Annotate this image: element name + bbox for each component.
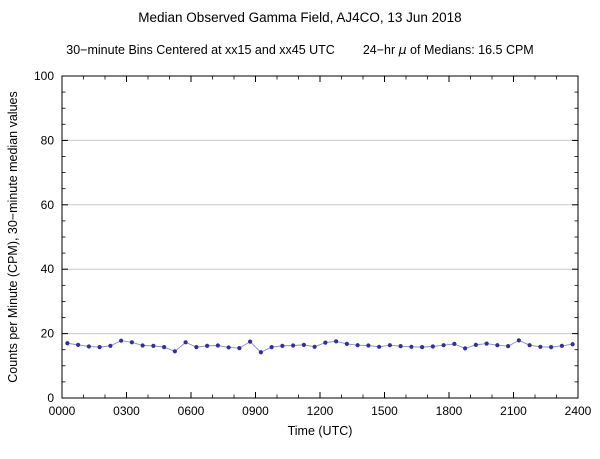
subtitle-right-prefix: 24−hr xyxy=(362,43,399,57)
data-point xyxy=(205,343,210,348)
data-point xyxy=(248,339,253,344)
data-point xyxy=(86,344,91,349)
data-point xyxy=(151,343,156,348)
y-tick-label: 60 xyxy=(41,198,55,212)
data-point xyxy=(76,342,81,347)
data-point xyxy=(538,344,543,349)
data-point xyxy=(355,343,360,348)
data-point xyxy=(495,343,500,348)
data-point xyxy=(516,338,521,343)
data-point xyxy=(430,344,435,349)
x-tick-label: 1500 xyxy=(371,404,398,418)
chart-subtitle: 30−minute Bins Centered at xx15 and xx45… xyxy=(0,42,600,57)
data-point xyxy=(172,349,177,354)
data-point xyxy=(387,343,392,348)
y-tick-label: 20 xyxy=(41,327,55,341)
data-point xyxy=(366,343,371,348)
data-point xyxy=(484,341,489,346)
data-point xyxy=(344,341,349,347)
data-point xyxy=(237,345,242,351)
data-point xyxy=(291,343,296,348)
y-tick-label: 100 xyxy=(34,69,54,83)
mu-symbol: μ xyxy=(398,42,407,57)
x-tick-label: 0300 xyxy=(113,404,140,418)
data-point xyxy=(527,343,532,348)
data-point xyxy=(258,350,263,355)
data-point xyxy=(409,344,414,349)
y-tick-label: 40 xyxy=(41,262,55,276)
data-point xyxy=(269,345,274,350)
x-tick-label: 2400 xyxy=(565,404,592,418)
data-point xyxy=(129,340,134,345)
data-point xyxy=(506,344,511,349)
data-point xyxy=(108,343,113,348)
x-tick-label: 0000 xyxy=(49,404,76,418)
subtitle-left: 30−minute Bins Centered at xx15 and xx45… xyxy=(66,43,335,57)
data-point xyxy=(280,343,285,348)
data-point xyxy=(323,340,328,345)
x-tick-label: 1800 xyxy=(436,404,463,418)
chart-title: Median Observed Gamma Field, AJ4CO, 13 J… xyxy=(138,10,462,25)
x-tick-label: 0900 xyxy=(242,404,269,418)
data-point xyxy=(97,345,102,350)
subtitle-right-suffix: of Medians: 16.5 CPM xyxy=(406,43,534,57)
data-point xyxy=(398,344,403,349)
data-point xyxy=(420,345,425,350)
data-point xyxy=(140,343,145,348)
data-point xyxy=(549,345,554,350)
data-point xyxy=(463,346,468,351)
x-axis-title: Time (UTC) xyxy=(288,424,353,438)
data-point xyxy=(334,339,339,344)
data-point xyxy=(441,343,446,348)
subtitle-right: 24−hr μ of Medians: 16.5 CPM xyxy=(362,42,534,57)
data-point xyxy=(570,342,575,347)
data-point xyxy=(162,345,167,350)
data-point xyxy=(473,342,478,347)
y-axis-title: Counts per Minute (CPM), 30−minute media… xyxy=(6,91,20,382)
data-point xyxy=(301,342,306,347)
data-point xyxy=(215,343,220,348)
data-point xyxy=(183,340,188,345)
data-point xyxy=(226,345,231,350)
data-point xyxy=(65,341,70,346)
x-tick-label: 1200 xyxy=(307,404,334,418)
plot-frame xyxy=(61,75,579,399)
data-point xyxy=(312,344,317,349)
data-point xyxy=(194,345,199,350)
data-point xyxy=(559,343,564,348)
data-point xyxy=(377,344,382,349)
x-tick-label: 0600 xyxy=(178,404,205,418)
x-tick-label: 2100 xyxy=(500,404,527,418)
data-point xyxy=(452,341,457,347)
data-point xyxy=(119,338,124,343)
y-tick-label: 80 xyxy=(41,133,55,147)
y-tick-label: 0 xyxy=(47,391,54,405)
